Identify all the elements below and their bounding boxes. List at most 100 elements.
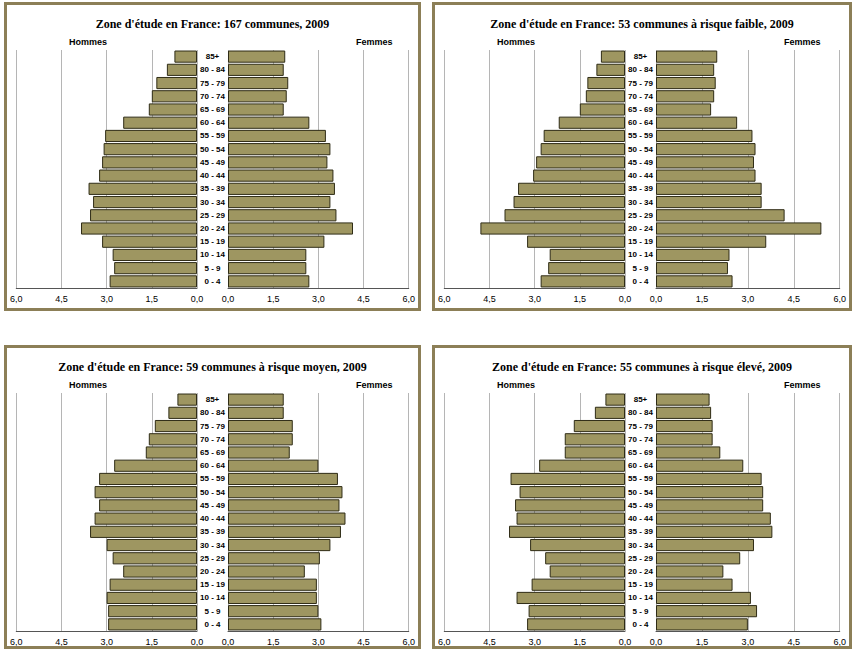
svg-text:45 - 49: 45 - 49	[628, 501, 653, 510]
svg-text:15 - 19: 15 - 19	[628, 580, 653, 589]
svg-text:65 - 69: 65 - 69	[200, 105, 225, 114]
svg-text:70 - 74: 70 - 74	[200, 435, 225, 444]
svg-text:55 - 59: 55 - 59	[200, 474, 225, 483]
svg-text:85+: 85+	[206, 52, 220, 61]
svg-text:4,5: 4,5	[788, 637, 801, 647]
svg-text:6,0: 6,0	[10, 294, 23, 304]
svg-text:40 - 44: 40 - 44	[628, 171, 653, 180]
svg-text:4,5: 4,5	[483, 637, 496, 647]
svg-text:4,5: 4,5	[483, 294, 496, 304]
svg-text:80 - 84: 80 - 84	[628, 65, 653, 74]
svg-text:0,0: 0,0	[191, 294, 204, 304]
svg-text:50 - 54: 50 - 54	[628, 488, 653, 497]
svg-text:5 - 9: 5 - 9	[204, 264, 221, 273]
svg-text:3,0: 3,0	[742, 294, 755, 304]
svg-text:25 - 29: 25 - 29	[200, 554, 225, 563]
svg-text:80 - 84: 80 - 84	[200, 65, 225, 74]
svg-text:50 - 54: 50 - 54	[628, 145, 653, 154]
svg-text:10 - 14: 10 - 14	[200, 593, 225, 602]
svg-text:50 - 54: 50 - 54	[200, 145, 225, 154]
svg-text:5 - 9: 5 - 9	[632, 607, 649, 616]
svg-text:6,0: 6,0	[10, 637, 23, 647]
svg-text:25 - 29: 25 - 29	[628, 554, 653, 563]
svg-text:0 - 4: 0 - 4	[204, 620, 221, 629]
svg-text:20 - 24: 20 - 24	[628, 567, 653, 576]
svg-text:40 - 44: 40 - 44	[628, 514, 653, 523]
svg-text:50 - 54: 50 - 54	[200, 488, 225, 497]
svg-text:1,5: 1,5	[267, 294, 280, 304]
svg-text:3,0: 3,0	[312, 637, 325, 647]
svg-text:15 - 19: 15 - 19	[200, 237, 225, 246]
svg-text:75 - 79: 75 - 79	[628, 422, 653, 431]
svg-text:25 - 29: 25 - 29	[628, 211, 653, 220]
svg-text:80 - 84: 80 - 84	[628, 408, 653, 417]
svg-text:15 - 19: 15 - 19	[628, 237, 653, 246]
svg-text:Femmes: Femmes	[784, 380, 821, 390]
svg-text:Zone d'étude en France: 167 co: Zone d'étude en France: 167 communes, 20…	[96, 17, 330, 31]
svg-text:1,5: 1,5	[696, 294, 709, 304]
svg-text:15 - 19: 15 - 19	[200, 580, 225, 589]
svg-text:5 - 9: 5 - 9	[632, 264, 649, 273]
svg-text:20 - 24: 20 - 24	[200, 224, 225, 233]
svg-text:40 - 44: 40 - 44	[200, 514, 225, 523]
svg-text:5 - 9: 5 - 9	[204, 607, 221, 616]
svg-text:75 - 79: 75 - 79	[628, 79, 653, 88]
svg-text:Zone d'étude en France: 53 com: Zone d'étude en France: 53 communes à ri…	[490, 17, 793, 31]
svg-text:30 - 34: 30 - 34	[628, 541, 653, 550]
svg-text:65 - 69: 65 - 69	[628, 105, 653, 114]
svg-text:4,5: 4,5	[55, 294, 68, 304]
svg-text:6,0: 6,0	[402, 637, 415, 647]
svg-text:20 - 24: 20 - 24	[628, 224, 653, 233]
svg-text:3,0: 3,0	[742, 637, 755, 647]
svg-text:45 - 49: 45 - 49	[200, 501, 225, 510]
svg-text:Femmes: Femmes	[356, 37, 393, 47]
svg-text:75 - 79: 75 - 79	[200, 422, 225, 431]
svg-text:60 - 64: 60 - 64	[200, 461, 225, 470]
svg-text:6,0: 6,0	[438, 637, 451, 647]
svg-text:Hommes: Hommes	[497, 37, 535, 47]
svg-text:6,0: 6,0	[833, 637, 846, 647]
svg-text:6,0: 6,0	[833, 294, 846, 304]
svg-text:65 - 69: 65 - 69	[200, 448, 225, 457]
svg-text:Zone d'étude en France: 55 com: Zone d'étude en France: 55 communes à ri…	[492, 360, 792, 374]
svg-text:60 - 64: 60 - 64	[628, 461, 653, 470]
svg-text:20 - 24: 20 - 24	[200, 567, 225, 576]
svg-text:3,0: 3,0	[100, 294, 113, 304]
svg-text:35 - 39: 35 - 39	[200, 184, 225, 193]
svg-text:3,0: 3,0	[528, 637, 541, 647]
svg-text:0,0: 0,0	[619, 294, 632, 304]
svg-text:1,5: 1,5	[267, 637, 280, 647]
svg-text:1,5: 1,5	[574, 294, 587, 304]
svg-text:45 - 49: 45 - 49	[200, 158, 225, 167]
svg-text:55 - 59: 55 - 59	[200, 131, 225, 140]
svg-text:25 - 29: 25 - 29	[200, 211, 225, 220]
svg-text:0,0: 0,0	[619, 637, 632, 647]
svg-text:40 - 44: 40 - 44	[200, 171, 225, 180]
svg-text:10 - 14: 10 - 14	[200, 250, 225, 259]
svg-text:0,0: 0,0	[222, 294, 235, 304]
svg-text:0 - 4: 0 - 4	[632, 620, 649, 629]
svg-text:1,5: 1,5	[696, 637, 709, 647]
svg-text:1,5: 1,5	[146, 294, 159, 304]
svg-text:Femmes: Femmes	[784, 37, 821, 47]
svg-text:4,5: 4,5	[788, 294, 801, 304]
svg-text:75 - 79: 75 - 79	[200, 79, 225, 88]
svg-text:6,0: 6,0	[402, 294, 415, 304]
svg-text:85+: 85+	[206, 395, 220, 404]
svg-text:35 - 39: 35 - 39	[628, 527, 653, 536]
svg-text:4,5: 4,5	[357, 637, 370, 647]
svg-text:85+: 85+	[634, 395, 648, 404]
svg-text:10 - 14: 10 - 14	[628, 250, 653, 259]
svg-text:1,5: 1,5	[574, 637, 587, 647]
svg-text:80 - 84: 80 - 84	[200, 408, 225, 417]
svg-text:65 - 69: 65 - 69	[628, 448, 653, 457]
svg-text:30 - 34: 30 - 34	[628, 198, 653, 207]
svg-text:Hommes: Hommes	[69, 380, 107, 390]
svg-text:Femmes: Femmes	[356, 380, 393, 390]
svg-text:0,0: 0,0	[650, 294, 663, 304]
svg-text:0,0: 0,0	[191, 637, 204, 647]
svg-text:30 - 34: 30 - 34	[200, 198, 225, 207]
svg-text:Zone d'étude en France: 59 com: Zone d'étude en France: 59 communes à ri…	[58, 360, 367, 374]
svg-text:35 - 39: 35 - 39	[628, 184, 653, 193]
svg-text:0,0: 0,0	[650, 637, 663, 647]
